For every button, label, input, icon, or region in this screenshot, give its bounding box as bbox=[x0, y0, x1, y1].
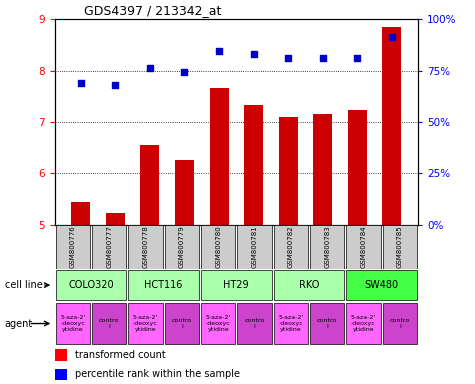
Text: contro
l: contro l bbox=[99, 318, 119, 329]
Bar bbox=[238, 303, 272, 344]
Text: GSM800783: GSM800783 bbox=[324, 225, 330, 268]
Bar bbox=[55, 369, 67, 380]
Bar bbox=[165, 225, 199, 269]
Text: GSM800782: GSM800782 bbox=[288, 225, 294, 268]
Bar bbox=[128, 225, 162, 269]
Bar bbox=[346, 225, 380, 269]
Point bbox=[285, 55, 292, 61]
Point bbox=[250, 51, 257, 57]
Bar bbox=[201, 303, 235, 344]
Text: contro
l: contro l bbox=[171, 318, 192, 329]
Bar bbox=[274, 225, 308, 269]
Text: GSM800779: GSM800779 bbox=[179, 225, 185, 268]
Text: GSM800776: GSM800776 bbox=[70, 225, 76, 268]
Bar bbox=[165, 303, 199, 344]
Text: SW480: SW480 bbox=[365, 280, 399, 290]
Text: contro
l: contro l bbox=[244, 318, 265, 329]
Text: cell line: cell line bbox=[5, 280, 42, 290]
Text: contro
l: contro l bbox=[390, 318, 410, 329]
Text: GSM800777: GSM800777 bbox=[106, 225, 112, 268]
Bar bbox=[244, 106, 263, 225]
Bar bbox=[201, 225, 235, 269]
Text: COLO320: COLO320 bbox=[68, 280, 114, 290]
Point bbox=[215, 48, 223, 54]
Bar bbox=[348, 110, 367, 225]
Bar bbox=[346, 270, 417, 300]
Point bbox=[319, 55, 327, 61]
Text: RKO: RKO bbox=[299, 280, 319, 290]
Bar bbox=[128, 270, 199, 300]
Point bbox=[112, 82, 119, 88]
Bar bbox=[71, 202, 90, 225]
Bar bbox=[238, 225, 272, 269]
Bar bbox=[383, 225, 417, 269]
Text: 5-aza-2'
-deoxyc
ytidine: 5-aza-2' -deoxyc ytidine bbox=[206, 315, 231, 332]
Point bbox=[77, 80, 85, 86]
Text: contro
l: contro l bbox=[317, 318, 337, 329]
Text: agent: agent bbox=[5, 318, 33, 329]
Point bbox=[353, 55, 361, 61]
Bar bbox=[56, 270, 126, 300]
Bar bbox=[106, 214, 125, 225]
Bar bbox=[310, 225, 344, 269]
Bar bbox=[140, 145, 159, 225]
Text: GSM800781: GSM800781 bbox=[251, 225, 257, 268]
Bar bbox=[314, 114, 332, 225]
Bar bbox=[279, 117, 298, 225]
Text: HCT116: HCT116 bbox=[144, 280, 183, 290]
Bar bbox=[209, 88, 228, 225]
Bar bbox=[56, 225, 90, 269]
Text: GSM800784: GSM800784 bbox=[361, 225, 367, 268]
Bar bbox=[92, 303, 126, 344]
Bar bbox=[346, 303, 380, 344]
Text: 5-aza-2'
-deoxyc
ytidine: 5-aza-2' -deoxyc ytidine bbox=[133, 315, 158, 332]
Bar bbox=[383, 303, 417, 344]
Bar bbox=[175, 161, 194, 225]
Text: 5-aza-2'
-deoxyc
ytidine: 5-aza-2' -deoxyc ytidine bbox=[60, 315, 86, 332]
Text: HT29: HT29 bbox=[224, 280, 249, 290]
Text: transformed count: transformed count bbox=[75, 350, 165, 360]
Point bbox=[146, 65, 153, 71]
Point bbox=[180, 68, 188, 74]
Bar bbox=[92, 225, 126, 269]
Text: GDS4397 / 213342_at: GDS4397 / 213342_at bbox=[84, 3, 221, 17]
Text: percentile rank within the sample: percentile rank within the sample bbox=[75, 369, 239, 379]
Text: 5-aza-2'
-deoxyc
ytidine: 5-aza-2' -deoxyc ytidine bbox=[278, 315, 304, 332]
Bar bbox=[274, 270, 344, 300]
Text: 5-aza-2'
-deoxyc
ytidine: 5-aza-2' -deoxyc ytidine bbox=[351, 315, 376, 332]
Bar bbox=[128, 303, 162, 344]
Bar bbox=[382, 27, 401, 225]
Bar bbox=[274, 303, 308, 344]
Bar bbox=[201, 270, 272, 300]
Bar bbox=[310, 303, 344, 344]
Point bbox=[388, 34, 396, 40]
Text: GSM800780: GSM800780 bbox=[215, 225, 221, 268]
Text: GSM800778: GSM800778 bbox=[142, 225, 149, 268]
Text: GSM800785: GSM800785 bbox=[397, 225, 403, 268]
Bar bbox=[56, 303, 90, 344]
Bar bbox=[55, 349, 67, 361]
